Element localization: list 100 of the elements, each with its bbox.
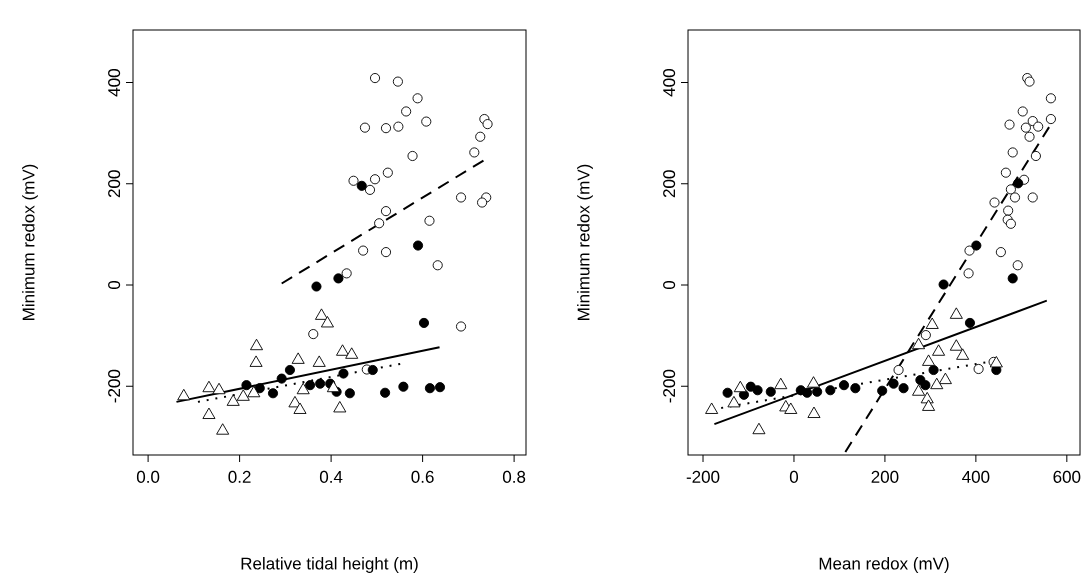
- point: [807, 406, 821, 418]
- point: [359, 122, 371, 133]
- point: [364, 184, 376, 195]
- point: [1007, 147, 1018, 158]
- point: [727, 395, 741, 408]
- point: [956, 348, 970, 360]
- point: [401, 106, 412, 117]
- point: [964, 245, 975, 256]
- point: [315, 378, 326, 389]
- point: [722, 387, 733, 398]
- point: [296, 382, 310, 395]
- point: [254, 383, 265, 394]
- y-axis-title: Minimum redox (mV): [22, 164, 38, 320]
- point: [249, 355, 263, 367]
- x-tick-label: 0.6: [411, 470, 434, 483]
- point: [336, 344, 350, 356]
- point: [407, 150, 418, 162]
- point: [922, 354, 936, 366]
- point: [745, 381, 756, 392]
- point: [932, 344, 946, 356]
- point: [1017, 106, 1028, 117]
- point: [424, 215, 435, 226]
- y-axis-title: Minimum redox (mV): [577, 164, 593, 320]
- point: [367, 364, 378, 376]
- point: [455, 192, 467, 203]
- point: [1012, 260, 1023, 271]
- point: [226, 394, 240, 406]
- point: [418, 317, 430, 328]
- point: [475, 131, 486, 142]
- point: [202, 407, 216, 419]
- point: [412, 93, 423, 104]
- point: [369, 174, 381, 185]
- point: [1007, 273, 1018, 284]
- point: [705, 402, 719, 414]
- point: [989, 197, 1000, 208]
- point: [247, 385, 261, 398]
- point: [795, 385, 806, 396]
- point: [344, 388, 355, 399]
- point: [345, 347, 359, 359]
- point: [434, 382, 446, 393]
- point: [312, 355, 326, 367]
- point: [177, 388, 191, 401]
- point: [1027, 192, 1038, 203]
- point: [432, 260, 443, 271]
- point: [784, 402, 798, 414]
- point: [482, 119, 493, 130]
- point: [1005, 218, 1016, 229]
- point: [949, 339, 963, 351]
- point: [369, 73, 381, 84]
- point: [938, 372, 952, 385]
- point: [920, 330, 931, 341]
- point: [380, 387, 391, 398]
- x-tick-label: 0.2: [228, 470, 251, 483]
- point: [291, 352, 305, 364]
- point: [733, 380, 747, 393]
- point: [1033, 121, 1044, 132]
- point: [333, 401, 347, 413]
- point: [752, 422, 766, 435]
- point: [925, 317, 939, 329]
- y-tick-label: 400: [108, 69, 121, 97]
- point: [930, 377, 944, 390]
- x-tick-label: 0: [789, 470, 799, 483]
- point: [341, 268, 352, 279]
- point: [765, 386, 776, 397]
- point: [774, 377, 788, 390]
- point: [469, 147, 480, 158]
- point: [1000, 167, 1011, 178]
- point: [424, 383, 435, 394]
- point: [412, 240, 424, 251]
- x-tick-label: 200: [871, 470, 899, 483]
- y-tick-label: -200: [663, 369, 676, 403]
- point: [267, 388, 279, 399]
- point: [212, 382, 226, 395]
- point: [938, 279, 949, 290]
- point: [320, 316, 334, 328]
- point: [380, 247, 392, 258]
- x-axis-title: Mean redox (mV): [819, 557, 949, 573]
- point: [477, 197, 488, 208]
- point: [964, 317, 976, 328]
- point: [1045, 93, 1056, 104]
- point: [284, 364, 295, 376]
- x-tick-label: 0.0: [136, 470, 160, 483]
- point: [308, 329, 319, 340]
- point: [912, 384, 926, 396]
- point: [356, 180, 367, 191]
- point: [1009, 192, 1021, 203]
- point: [314, 308, 329, 320]
- point: [241, 380, 252, 391]
- point: [1024, 131, 1035, 142]
- x-tick-label: 400: [962, 470, 990, 483]
- point: [1004, 119, 1015, 130]
- point: [989, 355, 1003, 368]
- point: [995, 247, 1006, 258]
- point: [825, 385, 836, 396]
- point: [1003, 205, 1014, 216]
- point: [807, 376, 821, 388]
- point: [1045, 114, 1056, 125]
- point: [1013, 178, 1024, 189]
- point: [928, 364, 939, 376]
- point: [888, 378, 899, 389]
